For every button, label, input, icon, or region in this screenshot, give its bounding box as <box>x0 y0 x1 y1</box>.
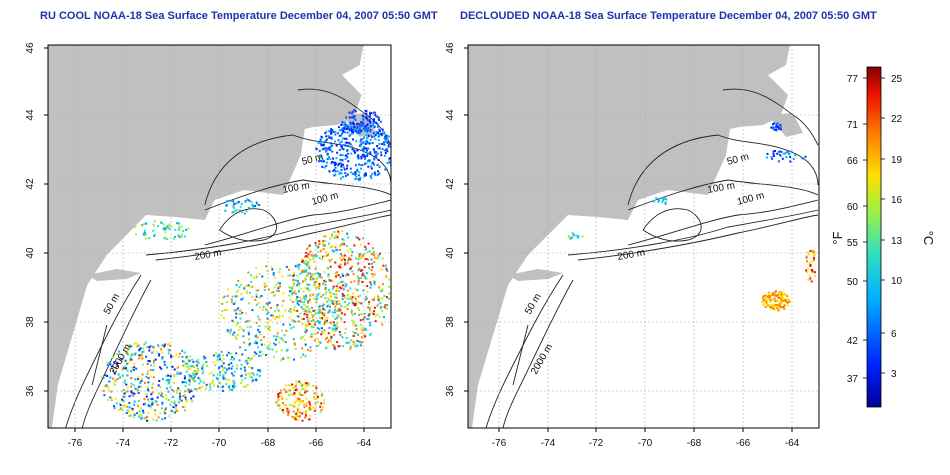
y-tick-label: 46 <box>445 42 456 54</box>
temperature-colorbar: 77 71 66 60 55 50 42 37 25 22 19 16 13 1… <box>830 66 936 408</box>
left-panel-title: RU COOL NOAA-18 Sea Surface Temperature … <box>40 10 438 22</box>
y-tick-label: 40 <box>445 247 456 259</box>
colorbar-c-tick: 13 <box>891 236 903 247</box>
x-tick-label: -72 <box>164 438 179 449</box>
right-map-plot: 50 m 100 m 100 m 200 m 50 m 2000 m <box>468 45 819 428</box>
y-tick-label: 42 <box>445 178 456 190</box>
colorbar-f-tick: 42 <box>847 336 859 347</box>
right-map-panel: 50 m 100 m 100 m 200 m 50 m 2000 m -76 -… <box>445 42 820 449</box>
x-tick-label: -70 <box>212 438 227 449</box>
y-tick-label: 36 <box>445 385 456 397</box>
right-contour-label: 200 m <box>617 247 646 263</box>
right-y-axis: 36 38 40 42 44 46 <box>445 42 468 397</box>
right-map-frame <box>467 44 820 429</box>
colorbar-c-tick: 10 <box>891 276 903 287</box>
x-tick-label: -68 <box>687 438 702 449</box>
y-tick-label: 36 <box>25 385 36 397</box>
colorbar-c-tick: 22 <box>891 114 903 125</box>
right-gridlines <box>468 45 819 428</box>
x-tick-label: -64 <box>357 438 372 449</box>
right-contour-label: 100 m <box>707 180 736 196</box>
colorbar-f-tick: 55 <box>847 238 859 249</box>
colorbar-c-tick: 25 <box>891 74 903 85</box>
left-contour-label: 200 m <box>194 247 223 263</box>
y-tick-label: 44 <box>445 109 456 121</box>
y-tick-label: 38 <box>25 316 36 328</box>
right-x-axis: -76 -74 -72 -70 -68 -66 -64 <box>492 428 800 449</box>
colorbar-f-tick: 60 <box>847 202 859 213</box>
colorbar-fahrenheit-label: °F <box>830 231 845 244</box>
y-tick-label: 46 <box>25 42 36 54</box>
x-tick-label: -72 <box>589 438 604 449</box>
colorbar-gradient <box>866 66 882 408</box>
left-contour-label: 50 m <box>301 151 325 167</box>
y-tick-label: 40 <box>25 247 36 259</box>
left-x-axis: -76 -74 -72 -70 -68 -66 -64 <box>68 428 372 449</box>
colorbar-celsius-label: °C <box>921 231 936 246</box>
colorbar-f-tick: 37 <box>847 374 859 385</box>
x-tick-label: -66 <box>309 438 324 449</box>
colorbar-f-tick: 66 <box>847 156 859 167</box>
left-sst-pixels <box>100 109 391 422</box>
right-sst-pixels <box>567 122 817 312</box>
x-tick-label: -74 <box>541 438 556 449</box>
left-y-axis: 36 38 40 42 44 46 <box>25 42 48 397</box>
colorbar-f-tick: 50 <box>847 277 859 288</box>
y-tick-label: 42 <box>25 178 36 190</box>
colorbar-c-tick: 16 <box>891 195 903 206</box>
left-contour-label: 100 m <box>282 180 311 196</box>
x-tick-label: -76 <box>492 438 507 449</box>
y-tick-label: 44 <box>25 109 36 121</box>
x-tick-label: -70 <box>638 438 653 449</box>
left-gridlines <box>48 45 391 428</box>
left-map-panel: 50 m 100 m 100 m 200 m 50 m 2000 m -76 -… <box>25 42 392 449</box>
x-tick-label: -66 <box>736 438 751 449</box>
colorbar-c-tick: 3 <box>891 369 897 380</box>
colorbar-c-tick: 19 <box>891 155 903 166</box>
y-tick-label: 38 <box>445 316 456 328</box>
colorbar-f-tick: 71 <box>847 120 859 131</box>
x-tick-label: -74 <box>116 438 131 449</box>
colorbar-f-tick: 77 <box>847 74 859 85</box>
left-map-plot: 50 m 100 m 100 m 200 m 50 m 2000 m <box>48 45 391 428</box>
x-tick-label: -68 <box>261 438 276 449</box>
x-tick-label: -76 <box>68 438 83 449</box>
x-tick-label: -64 <box>785 438 800 449</box>
colorbar-c-tick: 6 <box>891 329 897 340</box>
right-panel-title: DECLOUDED NOAA-18 Sea Surface Temperatur… <box>460 10 877 22</box>
